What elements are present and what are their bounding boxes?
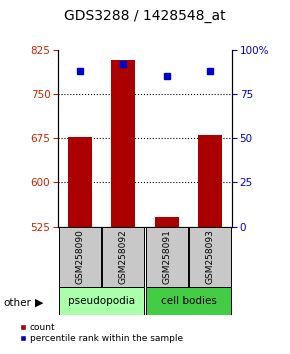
Text: pseudopodia: pseudopodia	[68, 296, 135, 306]
Legend: count, percentile rank within the sample: count, percentile rank within the sample	[19, 323, 183, 343]
Text: cell bodies: cell bodies	[161, 296, 216, 306]
Bar	[189, 227, 231, 287]
Text: GDS3288 / 1428548_at: GDS3288 / 1428548_at	[64, 9, 226, 23]
Bar	[111, 59, 135, 227]
Bar	[68, 137, 92, 227]
Text: GSM258093: GSM258093	[206, 229, 215, 284]
Bar	[59, 227, 101, 287]
Text: GSM258090: GSM258090	[75, 229, 84, 284]
Bar	[146, 227, 188, 287]
Text: ▶: ▶	[35, 298, 44, 308]
Text: GSM258091: GSM258091	[162, 229, 171, 284]
Text: GSM258092: GSM258092	[119, 229, 128, 284]
Bar	[102, 227, 144, 287]
Text: other: other	[3, 298, 31, 308]
Bar	[59, 287, 144, 315]
Bar	[146, 287, 231, 315]
Bar	[155, 217, 179, 227]
Bar	[198, 135, 222, 227]
